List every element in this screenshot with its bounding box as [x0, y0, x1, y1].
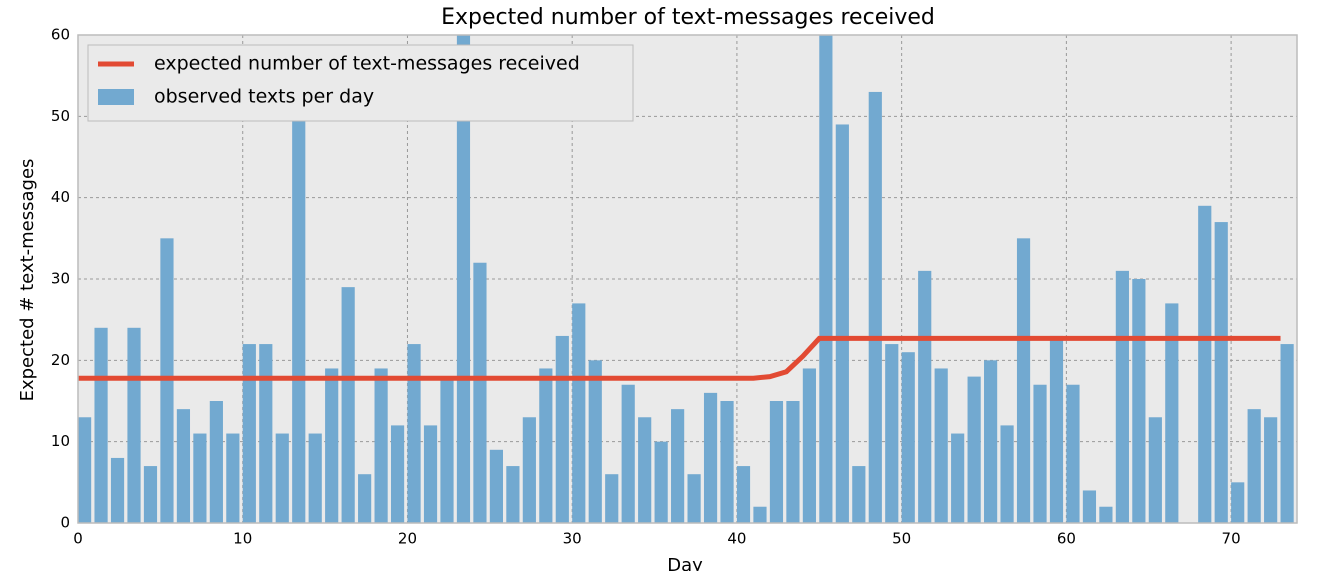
x-tick-label: 70	[1222, 530, 1241, 548]
bar	[1066, 384, 1080, 523]
bar	[1132, 279, 1146, 523]
x-tick-label: 10	[233, 530, 252, 548]
bar	[852, 466, 866, 523]
bar	[1231, 482, 1245, 523]
bar	[703, 392, 718, 523]
bar	[259, 344, 273, 523]
bar	[539, 368, 553, 523]
y-tick-label: 10	[51, 432, 70, 450]
bar	[440, 376, 454, 523]
bar	[885, 344, 899, 523]
bar	[687, 474, 701, 523]
bar	[819, 35, 833, 523]
bar	[720, 401, 734, 523]
line	[78, 335, 1281, 381]
bar	[1214, 222, 1228, 523]
bar	[308, 433, 322, 523]
bar	[423, 425, 438, 523]
legend-box	[87, 44, 634, 122]
bar	[1148, 417, 1162, 523]
y-tick-label: 40	[51, 188, 70, 206]
y-tick-label: 30	[51, 270, 70, 288]
plot-marks	[78, 35, 1294, 523]
bar	[1198, 205, 1212, 523]
bar	[489, 449, 504, 523]
bar	[588, 360, 602, 523]
plot-frame	[77, 34, 1298, 524]
y-tick-label: 0	[60, 514, 70, 532]
bar	[226, 433, 240, 523]
bar	[209, 401, 223, 523]
bar	[1033, 384, 1047, 523]
x-axis-label: Day	[667, 555, 703, 571]
bar	[835, 124, 849, 523]
bar	[1247, 409, 1261, 523]
legend-swatch	[98, 89, 134, 105]
bar	[193, 433, 207, 523]
bar	[143, 466, 158, 523]
y-tick-label: 50	[51, 107, 70, 125]
bar	[769, 401, 784, 523]
bar	[786, 401, 800, 523]
bar	[1115, 270, 1129, 523]
bar	[868, 91, 882, 523]
bar	[1165, 303, 1179, 523]
bar	[555, 335, 569, 523]
x-tick-label: 20	[398, 530, 417, 548]
bar	[901, 352, 915, 523]
bar	[1099, 506, 1113, 523]
bar	[1016, 238, 1031, 523]
bar	[473, 262, 487, 523]
x-tick-label: 60	[1057, 530, 1076, 548]
y-tick-label: 20	[51, 351, 70, 369]
x-tick-label: 30	[563, 530, 582, 548]
bar	[753, 506, 767, 523]
bar	[456, 35, 471, 523]
bar	[1000, 425, 1014, 523]
bar	[621, 384, 635, 523]
bar	[984, 360, 998, 523]
bar	[78, 417, 92, 523]
bar	[110, 457, 125, 523]
bar	[522, 417, 536, 523]
bar	[967, 376, 981, 523]
bar	[736, 466, 751, 523]
bar	[934, 368, 948, 523]
bar	[242, 344, 256, 523]
bar	[325, 368, 339, 523]
bar	[1280, 344, 1294, 523]
x-tick-label: 50	[892, 530, 911, 548]
y-tick-label: 60	[51, 26, 70, 44]
bar	[94, 327, 108, 523]
legend-label: observed texts per day	[154, 86, 374, 108]
bar	[292, 59, 306, 523]
bar	[654, 441, 668, 523]
bar	[605, 474, 619, 523]
bar	[390, 425, 405, 523]
chart-title: Expected number of text-messages receive…	[441, 5, 935, 30]
bar	[127, 327, 141, 523]
legend: expected number of text-messages receive…	[87, 44, 634, 122]
x-tick-label: 0	[73, 530, 83, 548]
bar	[358, 474, 372, 523]
bar	[671, 409, 685, 523]
bar	[341, 287, 355, 523]
bar	[951, 433, 965, 523]
bar	[1049, 335, 1064, 523]
bar	[374, 368, 388, 523]
bar	[918, 270, 932, 523]
bar	[1082, 490, 1097, 523]
bar	[1264, 417, 1278, 523]
bar	[275, 433, 289, 523]
y-axis-label: Expected # text-messages	[17, 159, 38, 402]
bar	[572, 303, 586, 523]
x-tick-label: 40	[727, 530, 746, 548]
bar	[407, 344, 421, 523]
bar	[638, 417, 652, 523]
legend-label: expected number of text-messages receive…	[154, 53, 580, 75]
bar	[802, 368, 816, 523]
bar	[176, 409, 191, 523]
bar	[506, 466, 520, 523]
